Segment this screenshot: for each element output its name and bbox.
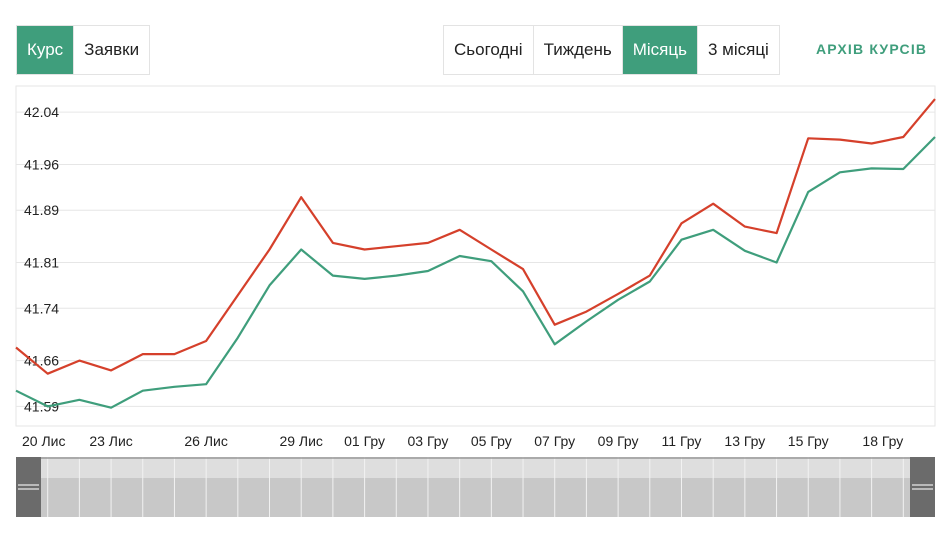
- x-tick-label: 13 Гру: [724, 433, 765, 449]
- x-tick-label: 03 Гру: [408, 433, 449, 449]
- period-week-button[interactable]: Тиждень: [532, 26, 622, 74]
- navigator-left-handle[interactable]: [16, 457, 41, 517]
- plot-area: [15, 85, 936, 427]
- x-tick-label: 07 Гру: [534, 433, 575, 449]
- y-tick-label: 42.04: [24, 104, 59, 120]
- x-tick-label: 01 Гру: [344, 433, 385, 449]
- x-tick-label: 20 Лис: [22, 433, 65, 449]
- view-tabs: Курс Заявки: [16, 25, 151, 75]
- rates-archive-link[interactable]: АРХІВ КУРСІВ: [816, 41, 928, 57]
- buy-rate-line: [15, 136, 936, 409]
- y-tick-label: 41.59: [24, 398, 59, 414]
- navigator-right-handle[interactable]: [910, 457, 935, 517]
- x-tick-label: 29 Лис: [279, 433, 322, 449]
- x-tick-label: 18 Гру: [862, 433, 903, 449]
- period-three-months-button[interactable]: 3 місяці: [696, 26, 779, 74]
- sell-rate-line: [15, 98, 936, 375]
- y-tick-label: 41.81: [24, 255, 59, 271]
- tab-orders[interactable]: Заявки: [73, 26, 150, 74]
- y-tick-label: 41.74: [24, 300, 59, 316]
- y-tick-label: 41.96: [24, 156, 59, 172]
- y-tick-label: 41.66: [24, 353, 59, 369]
- x-tick-label: 23 Лис: [89, 433, 132, 449]
- x-tick-label: 09 Гру: [598, 433, 639, 449]
- navigator-top-band: [16, 457, 935, 478]
- x-tick-label: 11 Гру: [662, 433, 702, 449]
- x-tick-label: 15 Гру: [788, 433, 829, 449]
- x-tick-label: 05 Гру: [471, 433, 512, 449]
- x-tick-label: 26 Лис: [184, 433, 227, 449]
- period-month-button[interactable]: Місяць: [621, 26, 697, 74]
- period-today-button[interactable]: Сьогодні: [444, 26, 533, 74]
- tab-rate[interactable]: Курс: [17, 26, 74, 74]
- period-tabs: Сьогодні Тиждень Місяць 3 місяці: [443, 25, 780, 75]
- y-tick-label: 41.89: [24, 202, 59, 218]
